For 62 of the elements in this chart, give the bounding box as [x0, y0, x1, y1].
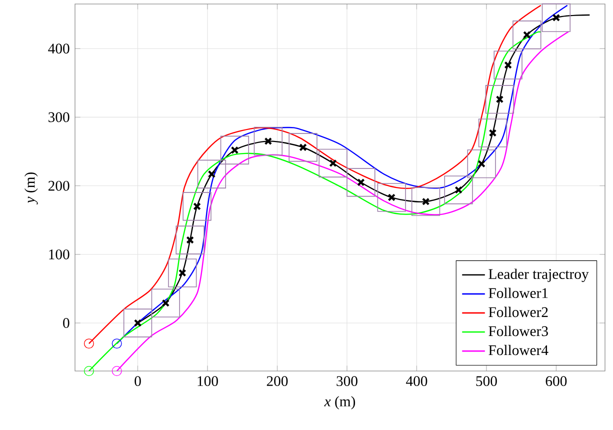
point: [377, 183, 406, 212]
point: [494, 50, 522, 80]
point: [182, 192, 212, 221]
point: [485, 85, 514, 114]
point: [168, 258, 197, 288]
point: [112, 366, 122, 376]
point: [178, 269, 186, 277]
y-tick-label: 400: [48, 44, 70, 54]
legend-label: Follower1: [488, 288, 548, 298]
point: [208, 170, 216, 178]
point: [504, 61, 512, 69]
point: [151, 288, 180, 318]
point: [123, 308, 152, 338]
legend-label: Follower2: [488, 306, 548, 318]
point: [488, 129, 497, 137]
legend-label: Follower3: [488, 326, 548, 336]
point: [318, 148, 348, 178]
point: [254, 126, 283, 156]
point: [288, 133, 318, 162]
point: [162, 299, 170, 307]
y-tick-label: 100: [49, 249, 70, 260]
x-tick-label: 400: [406, 376, 428, 386]
x-tick-label: 100: [198, 376, 218, 386]
point: [197, 160, 226, 188]
point: [186, 236, 194, 244]
point: [467, 150, 496, 178]
point: [478, 118, 508, 148]
x-tick-label: 500: [476, 376, 497, 386]
point: [444, 176, 473, 204]
point: [299, 143, 307, 152]
y-tick-label: 0: [63, 318, 70, 328]
point: [422, 198, 430, 206]
point: [112, 338, 122, 349]
point: [84, 366, 94, 376]
point: [329, 159, 337, 168]
point: [478, 160, 486, 168]
point: [523, 30, 531, 39]
point: [346, 168, 376, 197]
point: [84, 338, 94, 349]
x-tick-label: 600: [546, 376, 567, 386]
legend-label: Follower4: [488, 344, 548, 356]
point: [512, 20, 542, 50]
y-axis-title: y (m): [24, 172, 38, 204]
point: [357, 178, 365, 186]
point: [230, 146, 239, 154]
point: [264, 137, 272, 146]
point: [193, 202, 201, 210]
point: [176, 226, 204, 254]
y-tick-label: 300: [48, 112, 70, 122]
x-tick-label: 0: [134, 376, 141, 386]
point: [220, 136, 250, 164]
point: [411, 187, 440, 216]
x-axis-title: x (m): [324, 396, 356, 410]
y-tick-label: 200: [48, 180, 70, 191]
point: [454, 186, 462, 194]
point: [542, 3, 571, 32]
x-tick-label: 200: [266, 376, 288, 386]
point: [388, 194, 396, 202]
point: [496, 95, 504, 104]
legend-label: Leader trajectroy: [488, 268, 589, 282]
x-tick-label: 300: [336, 376, 358, 386]
point: [552, 14, 560, 22]
